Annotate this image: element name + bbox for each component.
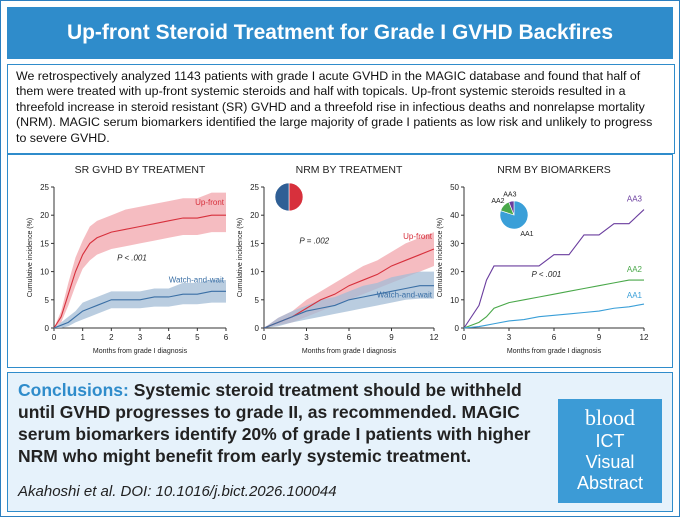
logo: blood ICT Visual Abstract [558, 399, 662, 503]
chart-title: NRM BY TREATMENT [296, 164, 403, 176]
line [463, 209, 645, 329]
y-axis-label: Cumulative incidence (%) [237, 218, 244, 297]
x-tick-label: 0 [262, 333, 267, 342]
x-tick-label: 1 [80, 333, 85, 342]
y-tick-label: 10 [450, 296, 459, 305]
y-axis-label: Cumulative incidence (%) [437, 218, 444, 297]
conclusions-box: Conclusions: Systemic steroid treatment … [7, 372, 673, 512]
x-axis-label: Months from grade I diagnosis [302, 348, 397, 355]
y-tick-label: 30 [450, 239, 459, 248]
y-tick-label: 5 [255, 296, 260, 305]
pie-slice [288, 182, 304, 212]
y-tick-label: 10 [250, 268, 259, 277]
series-label: AA2 [627, 265, 643, 274]
x-tick-label: 12 [640, 333, 649, 342]
pie-slice [274, 182, 290, 212]
header-title: Up-front Steroid Treatment for Grade I G… [7, 7, 673, 59]
x-tick-label: 3 [138, 333, 143, 342]
confidence-band [54, 192, 226, 328]
logo-brand: blood [584, 405, 636, 430]
series-label: AA3 [627, 195, 643, 204]
series-label: Watch-and-wait [169, 275, 225, 284]
y-tick-label: 20 [40, 211, 49, 220]
summary: We retrospectively analyzed 1143 patient… [7, 64, 675, 154]
series-label: Up-front [403, 232, 433, 241]
y-tick-label: 40 [450, 211, 459, 220]
line [53, 290, 226, 329]
y-tick-label: 10 [40, 268, 49, 277]
chart-panel: 0 5 10 15 20 25 0 1 2 3 4 5 6 SR GVHD BY TREATMENT Mon… [7, 154, 673, 368]
x-tick-label: 12 [430, 333, 439, 342]
chart-title: SR GVHD BY TREATMENT [75, 164, 206, 176]
x-tick-label: 6 [552, 333, 557, 342]
conclusions-text: Systemic steroid treatment should be wit… [18, 380, 531, 466]
series-label: Up-front [195, 198, 225, 207]
x-tick-label: 3 [304, 333, 309, 342]
chart-title: NRM BY BIOMARKERS [497, 164, 611, 176]
x-tick-label: 6 [347, 333, 352, 342]
x-tick-label: 5 [195, 333, 200, 342]
y-tick-label: 20 [250, 211, 259, 220]
x-tick-label: 0 [52, 333, 57, 342]
y-tick-label: 15 [40, 239, 49, 248]
line [53, 214, 226, 329]
x-tick-label: 6 [224, 333, 229, 342]
conclusions: Conclusions: Systemic steroid treatment … [18, 379, 548, 467]
citation: Akahoshi et al. DOI: 10.1016/j.bict.2026… [18, 483, 337, 500]
line [463, 279, 644, 329]
x-axis-label: Months from grade I diagnosis [93, 348, 188, 355]
pie-label: AA3 [503, 191, 516, 198]
confidence-band [54, 280, 226, 328]
x-tick-label: 4 [166, 333, 171, 342]
x-axis-label: Months from grade I diagnosis [507, 348, 602, 355]
x-tick-label: 3 [507, 333, 512, 342]
series-label: AA1 [627, 291, 643, 300]
confidence-band [264, 232, 434, 328]
x-tick-label: 9 [389, 333, 394, 342]
y-tick-label: 0 [255, 324, 260, 333]
pie-label: AA1 [520, 231, 533, 238]
annotation: P < .001 [532, 270, 562, 279]
y-tick-label: 25 [250, 183, 259, 192]
annotation: P = .002 [299, 236, 329, 245]
y-tick-label: 25 [40, 183, 49, 192]
x-tick-label: 2 [109, 333, 114, 342]
y-tick-label: 0 [45, 324, 50, 333]
annotation: P < .001 [117, 253, 147, 262]
pie-label: AA2 [491, 198, 504, 205]
y-tick-label: 50 [450, 183, 459, 192]
y-tick-label: 5 [45, 296, 50, 305]
pie-slice [508, 200, 515, 216]
y-tick-label: 15 [250, 239, 259, 248]
line [463, 303, 645, 329]
line [263, 285, 434, 329]
y-axis-label: Cumulative incidence (%) [27, 218, 34, 297]
y-tick-label: 0 [455, 324, 460, 333]
logo-line: Abstract [576, 473, 644, 493]
conclusions-label: Conclusions: [18, 380, 129, 400]
logo-line: Visual [585, 452, 635, 472]
x-tick-label: 0 [462, 333, 467, 342]
series-label: Watch-and-wait [377, 291, 433, 300]
x-tick-label: 9 [597, 333, 602, 342]
y-tick-label: 20 [450, 268, 459, 277]
logo-line: ICT [595, 431, 625, 451]
